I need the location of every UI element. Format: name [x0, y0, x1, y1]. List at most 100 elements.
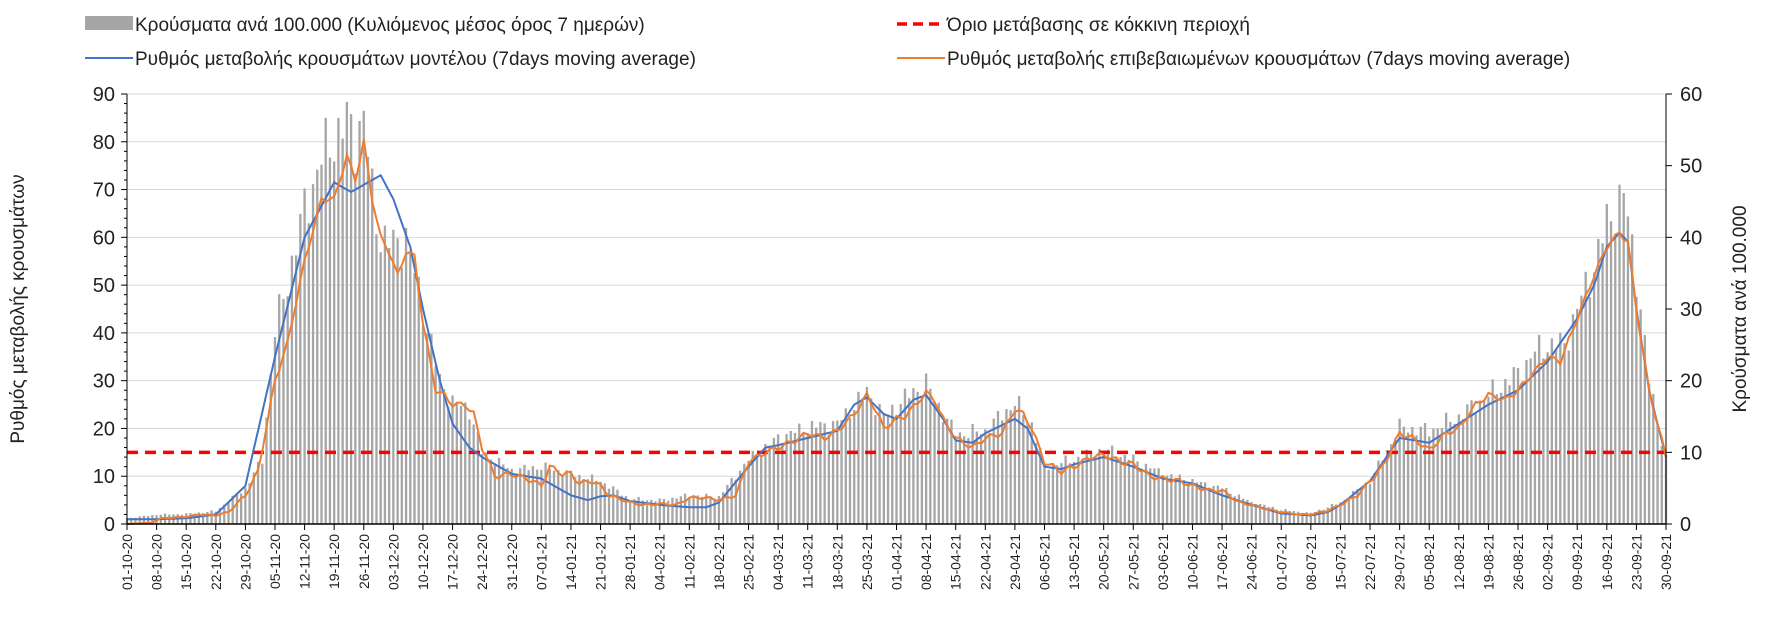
bar	[721, 492, 725, 524]
bar	[1571, 314, 1575, 524]
x-tick-label: 15-07-21	[1332, 534, 1348, 590]
bar	[958, 432, 962, 524]
bar	[417, 276, 420, 524]
bar	[1170, 474, 1173, 524]
bar	[1614, 236, 1617, 524]
x-tick-label: 23-09-21	[1628, 534, 1644, 590]
bar	[1622, 193, 1625, 524]
y-tick-label: 50	[93, 275, 115, 297]
bar	[1419, 426, 1422, 524]
x-tick-label: 26-08-21	[1510, 534, 1526, 590]
bar	[688, 497, 691, 524]
bar	[1098, 448, 1101, 524]
bar	[1077, 456, 1080, 524]
bar	[387, 247, 391, 525]
bar	[1119, 457, 1122, 524]
x-tick-label: 30-09-21	[1658, 534, 1674, 590]
x-tick-label: 05-11-20	[267, 534, 283, 589]
bar	[679, 496, 683, 524]
bar	[1373, 472, 1376, 524]
bar	[819, 421, 822, 524]
bar	[1609, 221, 1613, 524]
bar	[328, 157, 332, 524]
y-tick-label: 60	[93, 227, 115, 249]
bar	[333, 161, 336, 524]
bar	[1123, 454, 1126, 524]
bar	[810, 421, 814, 524]
bar	[886, 414, 890, 524]
bar	[1487, 396, 1490, 524]
bar	[476, 432, 480, 524]
bar	[341, 138, 344, 524]
bar	[1377, 460, 1380, 524]
bar	[1326, 507, 1329, 524]
bar	[320, 164, 323, 525]
bar	[223, 504, 226, 524]
bar	[1161, 478, 1165, 524]
bar	[1347, 498, 1351, 524]
bar	[612, 486, 615, 524]
x-tick-label: 01-04-21	[889, 534, 905, 590]
bar	[962, 436, 966, 524]
bar	[1094, 457, 1097, 524]
bar	[1576, 308, 1579, 524]
bar	[1436, 428, 1439, 524]
x-tick-label: 22-04-21	[977, 534, 993, 590]
bar	[349, 114, 353, 525]
bar	[1508, 385, 1511, 524]
bar	[882, 413, 885, 524]
bar	[1051, 463, 1055, 524]
bar	[421, 325, 425, 524]
bar	[1199, 481, 1203, 524]
bar	[1297, 511, 1300, 524]
bar	[1605, 204, 1608, 524]
bar	[1351, 490, 1355, 524]
bar	[540, 469, 543, 524]
bar	[1550, 338, 1554, 524]
bar	[1643, 334, 1647, 524]
bar	[442, 389, 446, 524]
bar	[941, 421, 945, 524]
bar	[929, 388, 932, 524]
bar	[747, 460, 750, 524]
bar	[1005, 409, 1008, 524]
bar	[760, 455, 763, 524]
bar	[624, 495, 628, 524]
bar	[751, 450, 754, 524]
bar	[366, 156, 370, 524]
bar	[193, 513, 196, 524]
bar	[730, 477, 733, 524]
bar	[565, 470, 568, 524]
bar	[1275, 509, 1279, 524]
bar	[912, 388, 915, 524]
bar	[244, 487, 247, 524]
bar	[709, 496, 712, 524]
axes: 0 10 20 30 40 50 60 70 80 90 0 10 20 30 40 50 60 01-10-20…	[93, 84, 1703, 590]
bar	[569, 470, 573, 524]
bar	[1153, 468, 1156, 524]
bar	[282, 298, 285, 524]
bar	[789, 430, 792, 524]
bar	[840, 420, 843, 524]
bar	[1432, 428, 1435, 524]
bar	[434, 365, 437, 524]
bar	[844, 408, 847, 524]
bar	[1292, 510, 1296, 524]
bar	[201, 512, 205, 524]
bar	[823, 423, 826, 524]
bar	[1567, 350, 1570, 524]
bar	[633, 499, 636, 524]
x-tick-label: 08-04-21	[918, 534, 934, 590]
bar	[1195, 482, 1198, 524]
x-tick-label: 10-12-20	[415, 534, 431, 590]
bar	[755, 455, 759, 524]
bar	[954, 437, 957, 524]
bar	[506, 468, 509, 524]
bar	[383, 225, 387, 524]
bar	[1178, 474, 1181, 524]
bar	[1132, 454, 1135, 524]
bar	[548, 468, 551, 524]
bar	[1466, 404, 1469, 524]
bar	[586, 479, 590, 524]
x-tick-label: 04-03-21	[770, 534, 786, 590]
